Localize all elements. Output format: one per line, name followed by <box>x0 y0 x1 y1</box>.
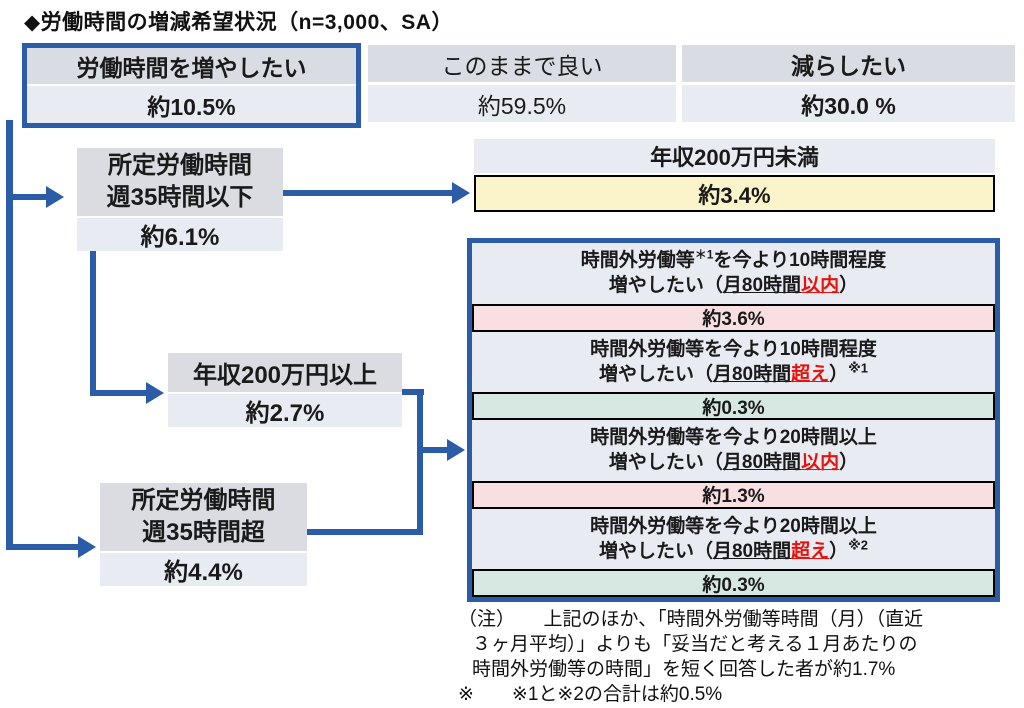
connector-income2m-right <box>402 389 424 395</box>
decrease-box: 減らしたい 約30.0 % <box>682 45 1015 122</box>
footnote-line1: （注） 上記のほか、「時間外労働等時間（月）（直近 <box>458 609 924 630</box>
overtime-item4-header: 時間外労働等を今より20時間以上 増やしたい（月80時間超え）※2 <box>472 508 995 569</box>
branch-over35-box: 所定労働時間 週35時間超 約4.4% <box>100 483 307 586</box>
overtime-item2-value: 約0.3% <box>472 392 995 420</box>
footnote-marker: ※1 <box>848 360 869 376</box>
row-divider <box>27 84 356 86</box>
branch-over35-value: 約4.4% <box>100 553 307 586</box>
footnote-line4: ※ ※1と※2の合計は約0.5% <box>458 684 723 705</box>
branch-under35-label-line2: 週35時間以下 <box>106 184 254 211</box>
branch-income-over2m-label: 年収200万円以上 <box>168 353 402 392</box>
footnote-line3: 時間外労働等の時間」を短く回答した者が約1.7% <box>472 659 896 680</box>
income-under2m-label: 年収200万円未満 <box>474 139 995 173</box>
decrease-value: 約30.0 % <box>682 85 1015 122</box>
connector-under35-to-yellow-line <box>283 190 453 196</box>
connector-to-income-over2m-line <box>90 390 148 396</box>
overtime-item3-header: 時間外労働等を今より20時間以上 増やしたい（月80時間以内） <box>472 420 995 481</box>
footnote-line2: ３ヶ月平均）」よりも「妥当だと考える１月あたりの <box>472 634 918 655</box>
income-under2m-value: 約3.4% <box>474 175 995 212</box>
decrease-label: 減らしたい <box>682 45 1015 82</box>
overtime-item1-line2: 増やしたい（月80時間以内） <box>608 275 859 297</box>
branch-over35-label-line2: 週35時間超 <box>142 519 265 546</box>
footnote-marker: ＊1 <box>694 247 714 262</box>
overtime-item4-line2: 増やしたい（月80時間超え）※2 <box>598 537 869 562</box>
connector-over35-right <box>307 529 423 535</box>
overtime-detail-box: 時間外労働等＊1を今より10時間程度 増やしたい（月80時間以内） 約3.6% … <box>467 238 1000 602</box>
overtime-item2-line2: 増やしたい（月80時間超え）※1 <box>598 360 869 385</box>
branch-under35-label-line1: 所定労働時間 <box>108 152 252 179</box>
keep-label: このままで良い <box>368 45 676 82</box>
limit-word-red: 以内 <box>801 452 840 474</box>
overtime-item4-value: 約0.3% <box>472 569 995 597</box>
overtime-item2-line1: 時間外労働等を今より10時間程度 <box>590 338 877 360</box>
arrowhead-to-over35 <box>78 536 96 558</box>
limit-word-red: 超え <box>791 363 830 385</box>
keep-value: 約59.5% <box>368 85 676 122</box>
keep-box: このままで良い 約59.5% <box>368 45 676 122</box>
connector-to-overtime-line <box>420 447 448 453</box>
limit-word-red: 以内 <box>801 275 840 297</box>
row-divider <box>682 82 1015 85</box>
increase-label: 労働時間を増やしたい <box>27 48 356 84</box>
overtime-item1-line1: 時間外労働等＊1を今より10時間程度 <box>580 247 887 272</box>
arrowhead-to-income-under2m <box>452 182 470 204</box>
connector-junction-vertical <box>417 389 423 535</box>
limit-word-red: 超え <box>791 540 830 562</box>
row-divider <box>168 392 402 394</box>
row-divider <box>100 551 307 553</box>
overtime-item3-value: 約1.3% <box>472 480 995 509</box>
increase-box: 労働時間を増やしたい 約10.5% <box>22 43 361 128</box>
arrowhead-to-under35 <box>46 186 64 208</box>
row-divider <box>77 216 283 218</box>
overtime-item1-value: 約3.6% <box>472 303 995 332</box>
increase-value: 約10.5% <box>27 86 356 123</box>
branch-over35-label-line1: 所定労働時間 <box>131 487 276 514</box>
arrowhead-to-overtime-box <box>447 439 465 461</box>
overtime-item2-header: 時間外労働等を今より10時間程度 増やしたい（月80時間超え）※1 <box>472 331 995 392</box>
overtime-item1-header: 時間外労働等＊1を今より10時間程度 増やしたい（月80時間以内） <box>472 243 995 304</box>
footnote-marker: ※2 <box>848 537 869 553</box>
branch-income-over2m-value: 約2.7% <box>168 394 402 427</box>
connector-to-under35-line <box>6 194 48 200</box>
branch-under35-value: 約6.1% <box>77 218 283 251</box>
branch-income-over2m-box: 年収200万円以上 約2.7% <box>168 353 402 427</box>
branch-under35-box: 所定労働時間 週35時間以下 約6.1% <box>77 148 283 251</box>
page-title: ◆労働時間の増減希望状況（n=3,000、SA） <box>24 11 453 34</box>
arrowhead-to-income-over2m <box>146 382 164 404</box>
overtime-item3-line2: 増やしたい（月80時間以内） <box>608 452 859 474</box>
overtime-item4-line1: 時間外労働等を今より20時間以上 <box>590 515 877 537</box>
branch-under35-label: 所定労働時間 週35時間以下 <box>77 148 283 216</box>
branch-over35-label: 所定労働時間 週35時間超 <box>100 483 307 551</box>
connector-main-vertical <box>6 120 13 550</box>
connector-under35-down <box>90 251 96 396</box>
connector-to-over35-line <box>6 544 80 550</box>
overtime-item3-line1: 時間外労働等を今より20時間以上 <box>590 427 877 449</box>
footnotes: （注） 上記のほか、「時間外労働等時間（月）（直近 ３ヶ月平均）」よりも「妥当だ… <box>458 607 1020 707</box>
row-divider <box>368 82 676 85</box>
